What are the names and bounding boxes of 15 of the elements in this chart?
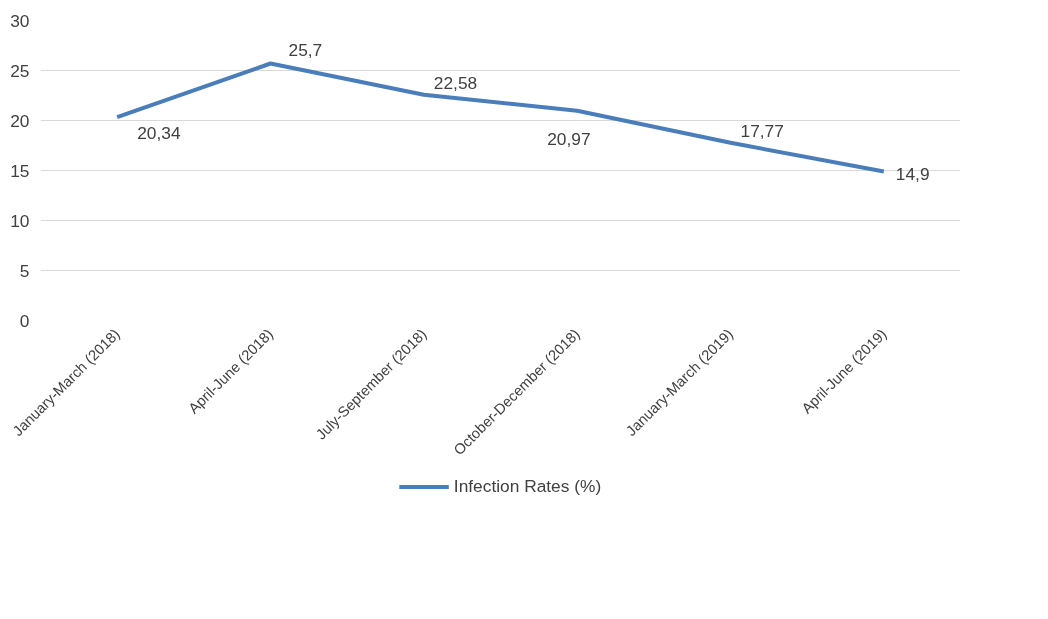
data-label: 22,58: [433, 72, 478, 93]
y-tick-label: 5: [19, 260, 30, 281]
y-tick-label: 0: [19, 310, 30, 331]
data-label: 14,9: [895, 163, 930, 184]
line-series: [115, 61, 886, 174]
legend-label: Infection Rates (%): [453, 475, 602, 497]
y-tick-label: 15: [10, 160, 30, 181]
y-tick-label: 25: [10, 60, 30, 81]
data-label: 17,77: [740, 120, 784, 141]
y-tick-label: 10: [10, 210, 30, 231]
data-label: 20,34: [137, 123, 181, 144]
y-tick-label: 30: [10, 10, 30, 31]
y-tick-label: 20: [10, 110, 30, 131]
data-label: 25,7: [288, 39, 323, 60]
data-label: 20,97: [547, 128, 591, 149]
